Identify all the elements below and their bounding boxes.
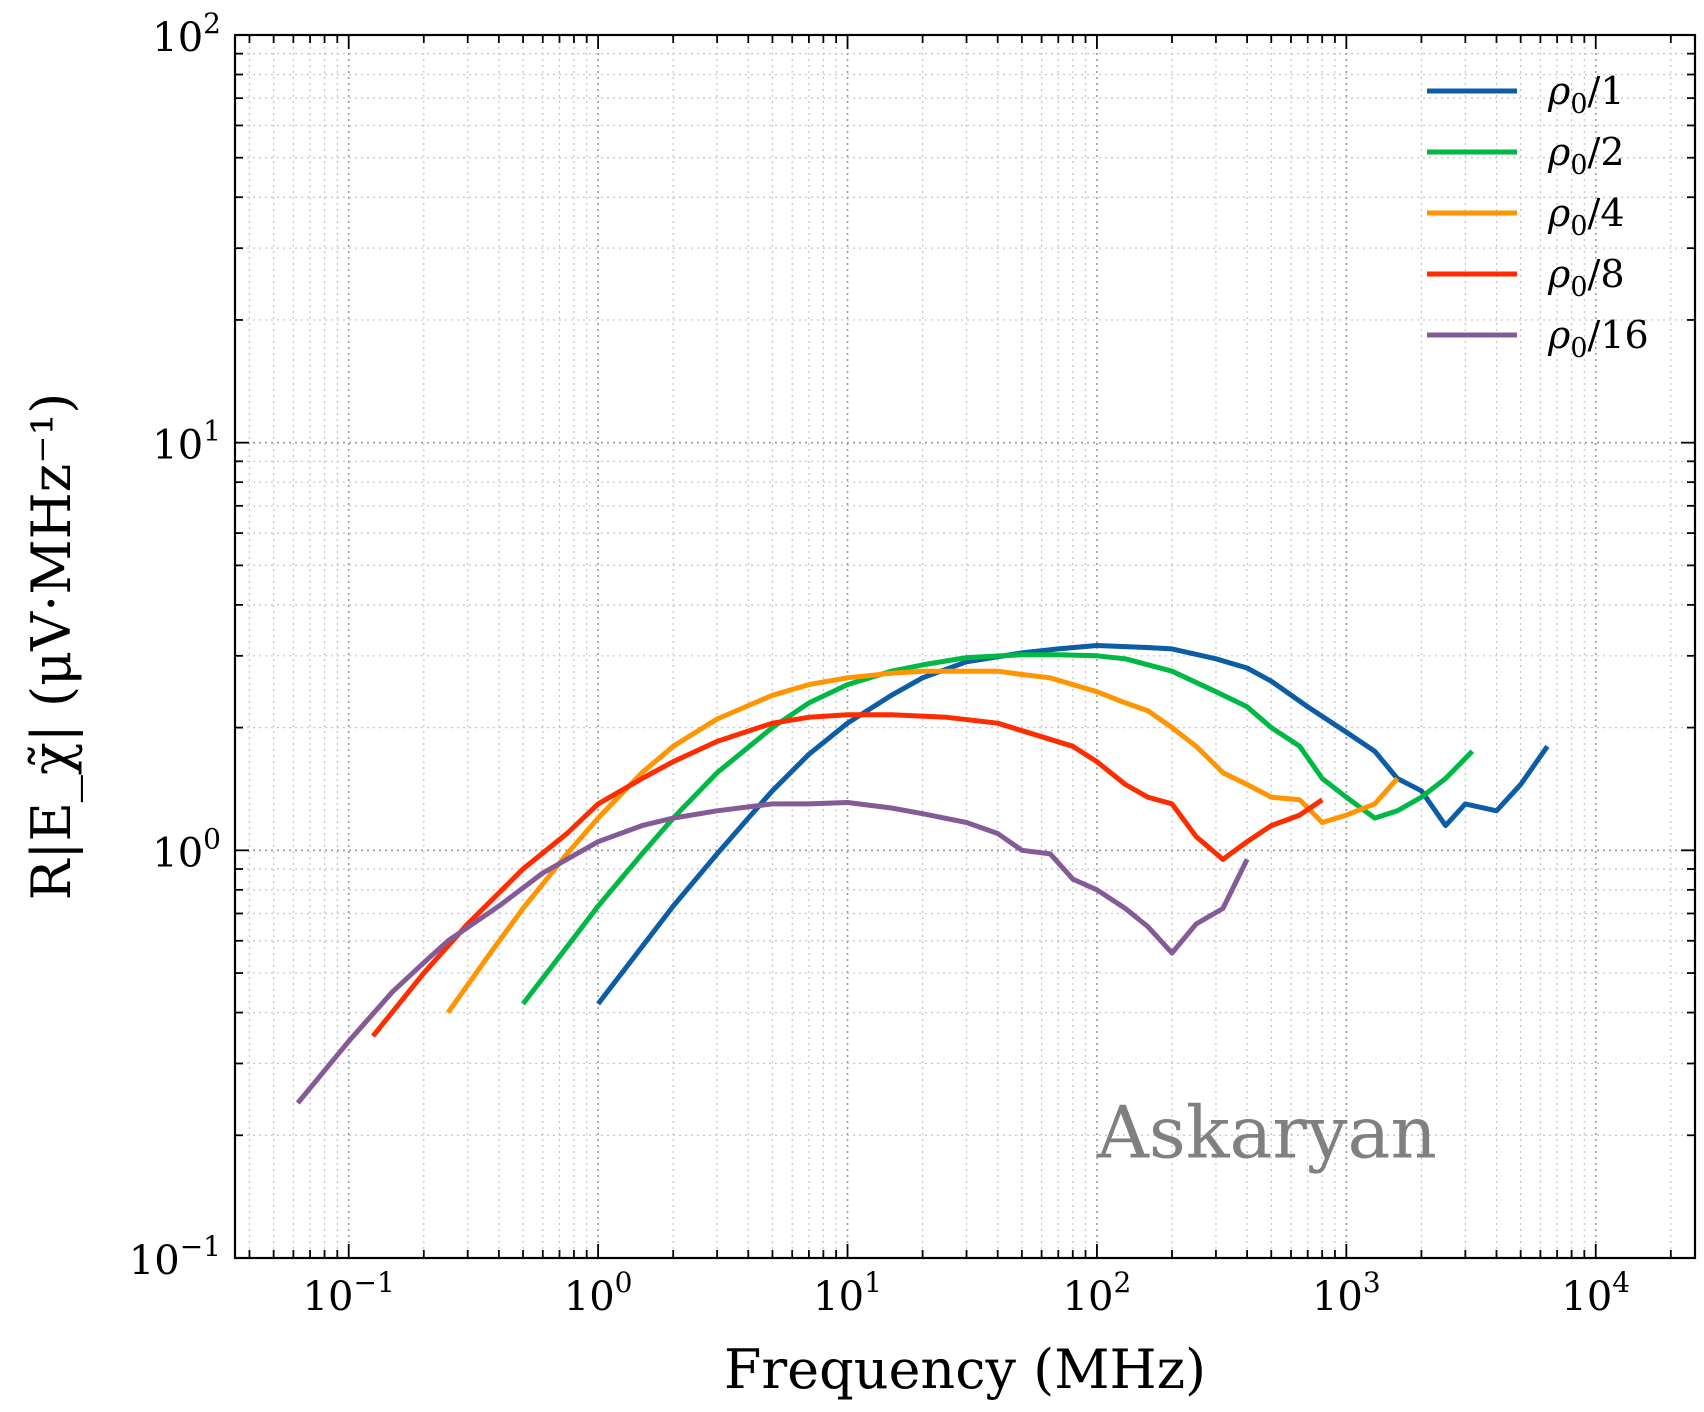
grid-major	[235, 34, 1695, 1259]
series-line-1	[596, 643, 1550, 1006]
y-tick-label: 100	[152, 822, 221, 876]
legend-label-2: ρ0/2	[1547, 130, 1625, 181]
legend-label-5: ρ0/16	[1547, 313, 1649, 364]
series-line-3	[445, 668, 1400, 1015]
x-tick-label: 104	[1561, 1266, 1630, 1320]
x-axis-label: Frequency (MHz)	[724, 1338, 1206, 1401]
y-axis-label: R|E_χ̃| (μV·MHz⁻¹)	[20, 393, 83, 901]
y-tick-label: 102	[152, 7, 221, 61]
y-tick-label: 10−1	[129, 1230, 221, 1284]
x-tick-label: 10−1	[303, 1266, 395, 1320]
legend-label-4: ρ0/8	[1547, 252, 1625, 303]
x-tick-label: 103	[1312, 1266, 1381, 1320]
annotation-askaryan: Askaryan	[1096, 1090, 1437, 1174]
x-tick-label: 101	[813, 1266, 882, 1320]
x-tick-label: 100	[564, 1266, 633, 1320]
series-line-5	[295, 800, 1250, 1105]
legend: ρ0/1 ρ0/2 ρ0/4 ρ0/8 ρ0/16	[1427, 69, 1649, 364]
legend-label-1: ρ0/1	[1547, 69, 1625, 120]
y-tick-label: 101	[152, 415, 221, 469]
ticks-layer	[235, 34, 1695, 1259]
tick-labels: 10−1 100 101 102 103 104 10−1 100 101 102	[129, 7, 1630, 1320]
x-tick-label: 102	[1063, 1266, 1132, 1320]
grid-minor	[235, 35, 1695, 1258]
legend-label-3: ρ0/4	[1547, 191, 1625, 242]
series-line-4	[370, 712, 1324, 1038]
plot-frame	[233, 33, 1697, 1260]
series-layer	[295, 643, 1550, 1105]
